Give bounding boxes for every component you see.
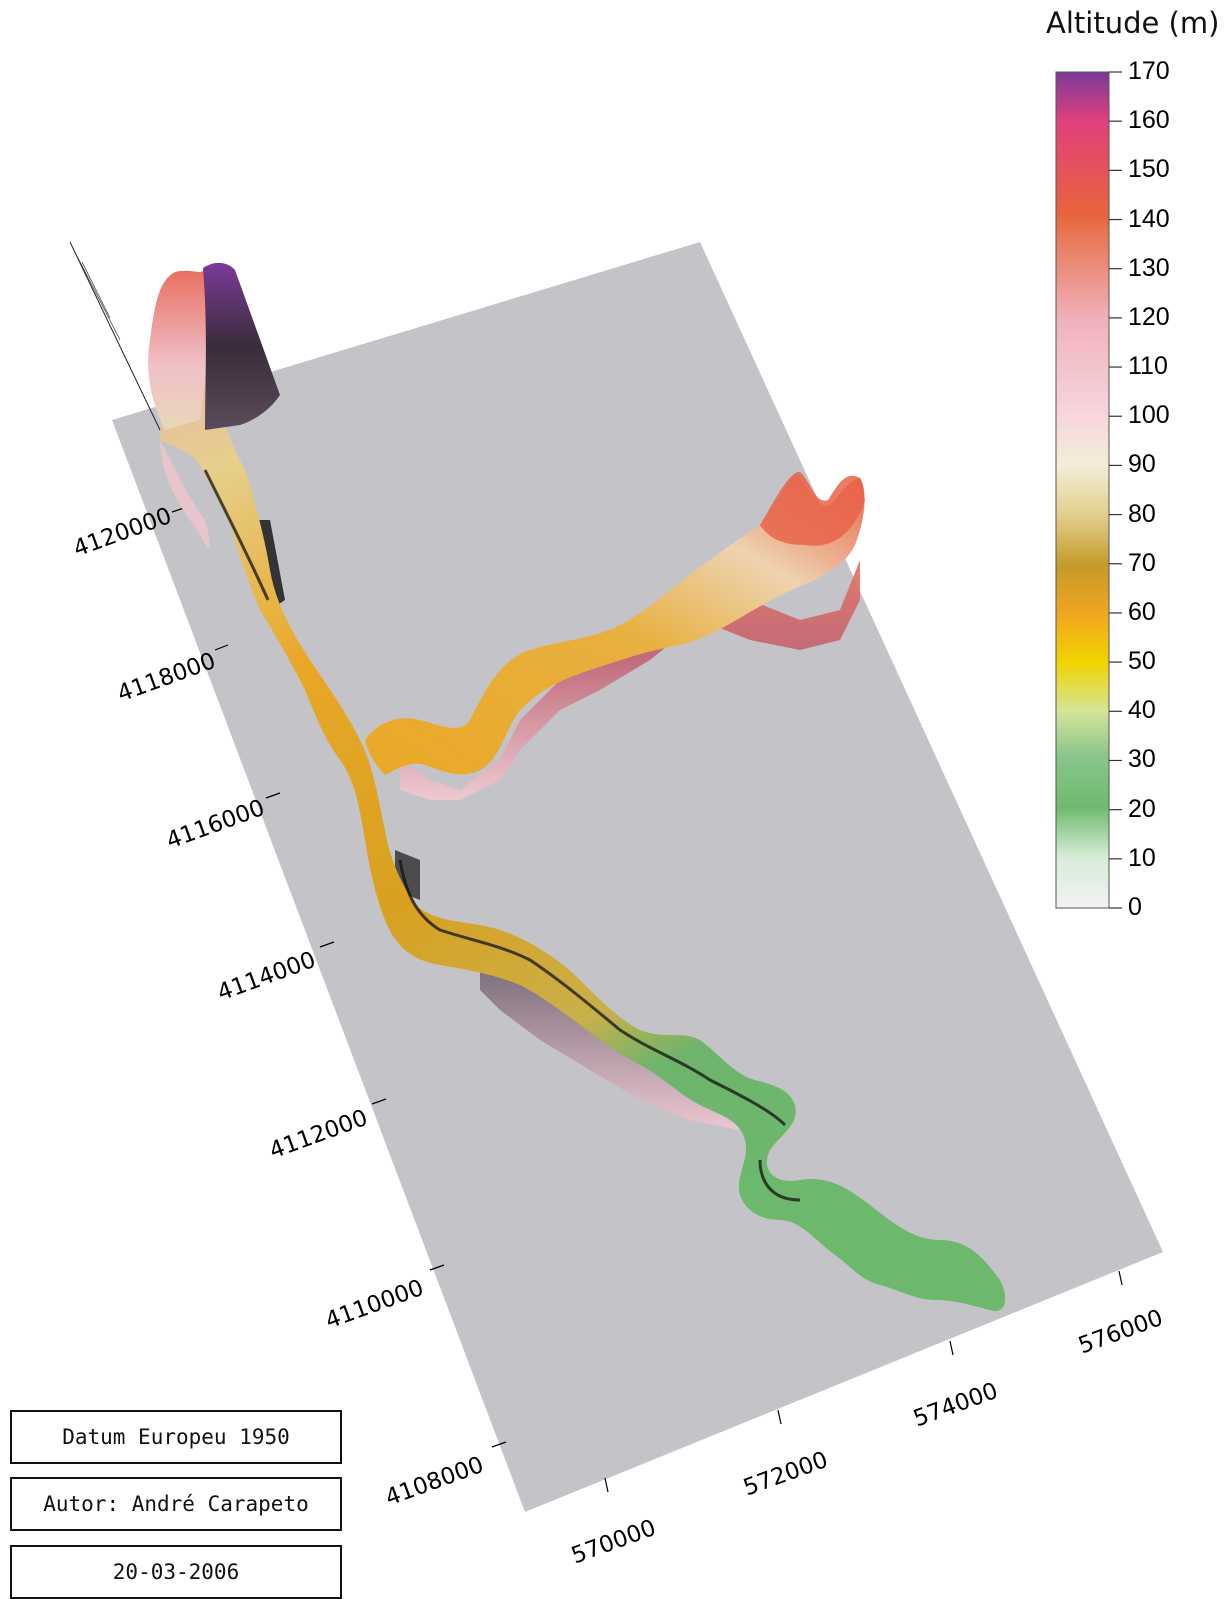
color-scale-label: 110	[1128, 352, 1168, 381]
color-scale-label: 0	[1128, 893, 1142, 921]
main-river-wall	[160, 440, 210, 549]
color-scale-label: 20	[1128, 794, 1156, 823]
y-axis-ticks	[171, 507, 507, 1448]
color-scale-label: 60	[1128, 597, 1156, 626]
color-scale-label: 40	[1128, 696, 1156, 725]
branch-river-wall	[400, 560, 860, 800]
datum-box: Datum Europeu 1950	[10, 1410, 342, 1464]
date-box: 20-03-2006	[10, 1545, 342, 1599]
color-scale-label: 130	[1128, 253, 1170, 282]
legend-title: Altitude (m)	[1046, 6, 1220, 40]
color-scale-label: 140	[1128, 204, 1170, 233]
color-scale-label: 120	[1128, 302, 1170, 331]
color-scale-label: 170	[1128, 57, 1170, 85]
branch-peaks	[760, 471, 865, 546]
color-scale-ticks	[1109, 71, 1122, 909]
color-scale-label: 70	[1128, 548, 1156, 577]
color-scale-bar	[1055, 71, 1110, 909]
author-box: Autor: André Carapeto	[10, 1477, 342, 1531]
color-scale-label: 90	[1128, 450, 1156, 479]
x-axis-ticks	[604, 1270, 1123, 1493]
color-scale-label: 150	[1128, 155, 1170, 184]
color-scale-label: 10	[1128, 843, 1156, 872]
color-scale-label: 50	[1128, 647, 1156, 676]
color-scale-label: 80	[1128, 499, 1156, 528]
color-scale-label: 160	[1128, 106, 1170, 135]
axis-hairline	[69, 241, 161, 431]
branch-river	[365, 475, 865, 775]
river-ridge	[203, 469, 801, 1202]
color-scale-label: 100	[1128, 401, 1170, 430]
ground-plane	[112, 242, 1163, 1512]
peak-block-right	[203, 262, 280, 430]
peak-block-left	[148, 270, 215, 430]
color-scale-label: 30	[1128, 745, 1156, 774]
